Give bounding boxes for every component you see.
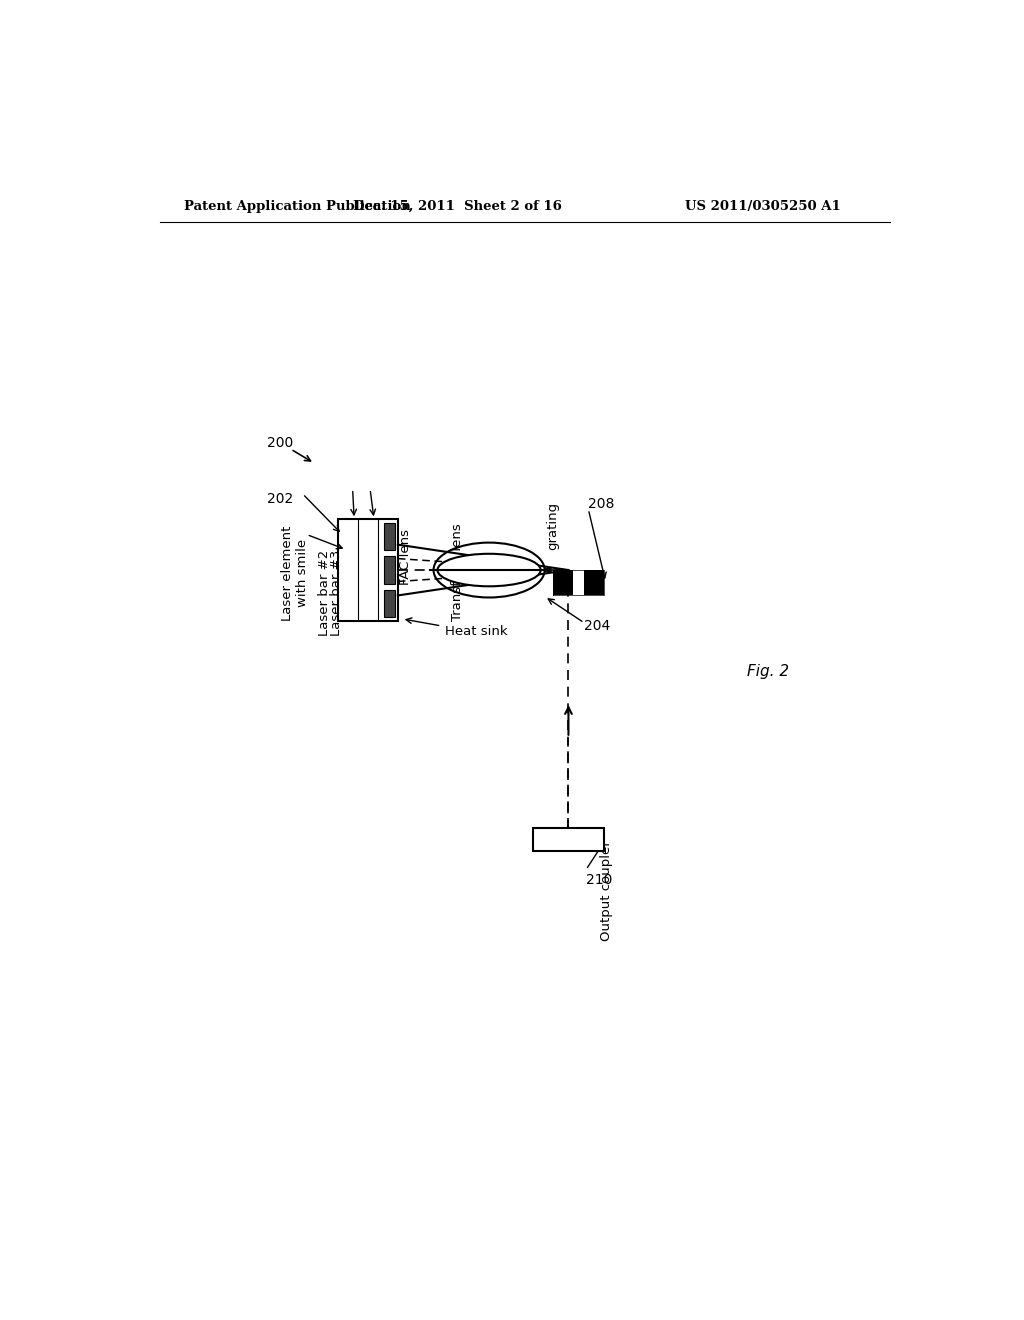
Bar [384,523,394,549]
Text: 202: 202 [267,492,293,506]
Text: Laser bar #2: Laser bar #2 [317,550,331,636]
Bar [338,519,398,620]
Bar [532,828,604,850]
Text: Patent Application Publication: Patent Application Publication [183,199,411,213]
Text: FAC lens: FAC lens [399,529,413,585]
Text: Output coupler: Output coupler [600,841,613,941]
Text: 210: 210 [586,873,612,887]
Bar [584,569,604,595]
Text: Laser bar #3: Laser bar #3 [330,550,343,636]
Text: US 2011/0305250 A1: US 2011/0305250 A1 [685,199,841,213]
Text: Fig. 2: Fig. 2 [748,664,790,680]
Ellipse shape [437,554,541,586]
Bar [384,590,394,618]
Text: 208: 208 [588,496,614,511]
Text: 204: 204 [585,619,610,634]
Text: Laser element
with smile: Laser element with smile [281,525,308,620]
Bar [553,569,572,595]
Text: 200: 200 [267,436,293,450]
Bar [384,557,394,583]
Text: grating: grating [546,502,559,549]
Text: Heat sink: Heat sink [445,624,508,638]
Text: Dec. 15, 2011  Sheet 2 of 16: Dec. 15, 2011 Sheet 2 of 16 [353,199,562,213]
Text: Transform lens: Transform lens [451,523,464,620]
